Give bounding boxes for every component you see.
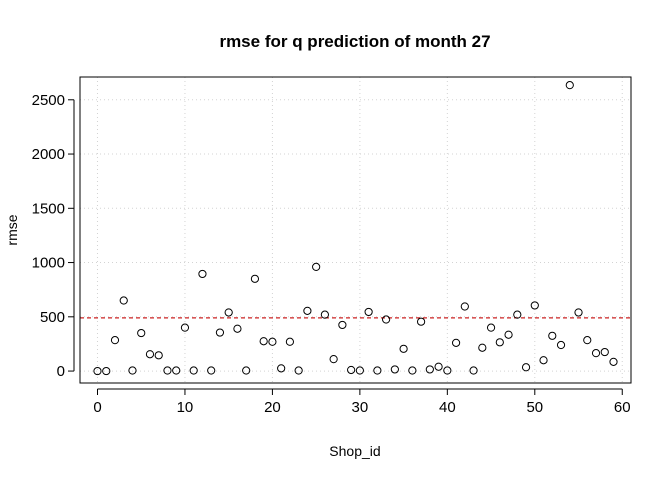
x-tick-label: 40 <box>439 399 456 416</box>
data-point <box>530 301 539 310</box>
data-point <box>486 323 496 332</box>
data-points <box>93 81 618 376</box>
data-point <box>137 328 146 338</box>
plot-frame <box>79 76 632 384</box>
data-point <box>180 323 190 332</box>
data-point <box>102 366 111 376</box>
x-tick-label: 50 <box>526 399 543 416</box>
data-point <box>250 274 260 283</box>
data-point <box>154 351 163 360</box>
x-tick-label: 10 <box>177 399 194 416</box>
data-point <box>189 366 198 375</box>
data-point <box>303 306 312 315</box>
data-point <box>268 337 277 346</box>
data-point <box>469 366 478 375</box>
y-tick-label: 500 <box>40 309 65 326</box>
data-point <box>416 317 426 326</box>
x-axis: 0 10 20 30 40 50 60 <box>93 388 631 416</box>
data-point <box>382 315 391 324</box>
data-point <box>119 296 128 305</box>
data-point <box>513 310 522 319</box>
data-point <box>443 366 452 375</box>
data-point <box>565 81 574 90</box>
data-point <box>504 330 513 339</box>
data-point <box>355 366 364 375</box>
data-point <box>347 365 356 375</box>
data-point <box>128 366 137 375</box>
data-point <box>198 269 207 279</box>
data-point <box>521 363 531 372</box>
data-point <box>110 336 120 345</box>
data-point <box>548 331 557 340</box>
data-point <box>172 366 181 375</box>
data-point <box>224 308 233 317</box>
data-point <box>242 366 251 375</box>
data-point <box>591 349 601 358</box>
data-point <box>312 262 321 271</box>
data-point <box>277 364 286 373</box>
data-point <box>583 336 592 345</box>
data-point <box>425 365 434 374</box>
data-point <box>338 320 347 330</box>
data-point <box>145 350 155 359</box>
data-point <box>609 357 618 366</box>
data-point <box>207 366 216 375</box>
data-point <box>285 337 295 346</box>
data-point <box>460 302 469 311</box>
data-point <box>556 340 566 350</box>
y-axis: 0 500 1000 1500 2000 2500 <box>32 92 75 380</box>
data-point <box>364 307 373 317</box>
y-tick-label: 2000 <box>32 146 65 163</box>
grid-lines <box>80 77 631 383</box>
data-point <box>215 328 225 337</box>
data-point <box>294 366 303 375</box>
data-point <box>390 365 399 374</box>
data-point <box>451 338 461 347</box>
data-point <box>434 362 443 371</box>
data-point <box>478 343 487 352</box>
data-point <box>399 344 408 353</box>
data-point <box>495 338 504 347</box>
x-tick-label: 20 <box>264 399 281 416</box>
chart-title: rmse for q prediction of month 27 <box>219 32 490 51</box>
data-point <box>163 366 172 375</box>
y-axis-title: rmse <box>4 214 20 245</box>
data-point <box>320 310 329 319</box>
data-point <box>408 366 417 375</box>
x-axis-title: Shop_id <box>329 443 380 459</box>
data-point <box>373 366 382 375</box>
y-tick-label: 1500 <box>32 200 65 217</box>
data-point <box>259 337 268 346</box>
data-point <box>539 356 548 365</box>
data-point <box>329 355 338 364</box>
x-tick-label: 0 <box>93 399 101 416</box>
x-tick-label: 60 <box>614 399 631 416</box>
data-point <box>600 347 609 357</box>
y-tick-label: 2500 <box>32 92 65 109</box>
data-point <box>574 308 583 317</box>
y-tick-label: 1000 <box>32 255 65 272</box>
y-tick-label: 0 <box>57 363 65 380</box>
data-point <box>233 324 242 333</box>
data-point <box>93 366 102 376</box>
x-tick-label: 30 <box>352 399 369 416</box>
